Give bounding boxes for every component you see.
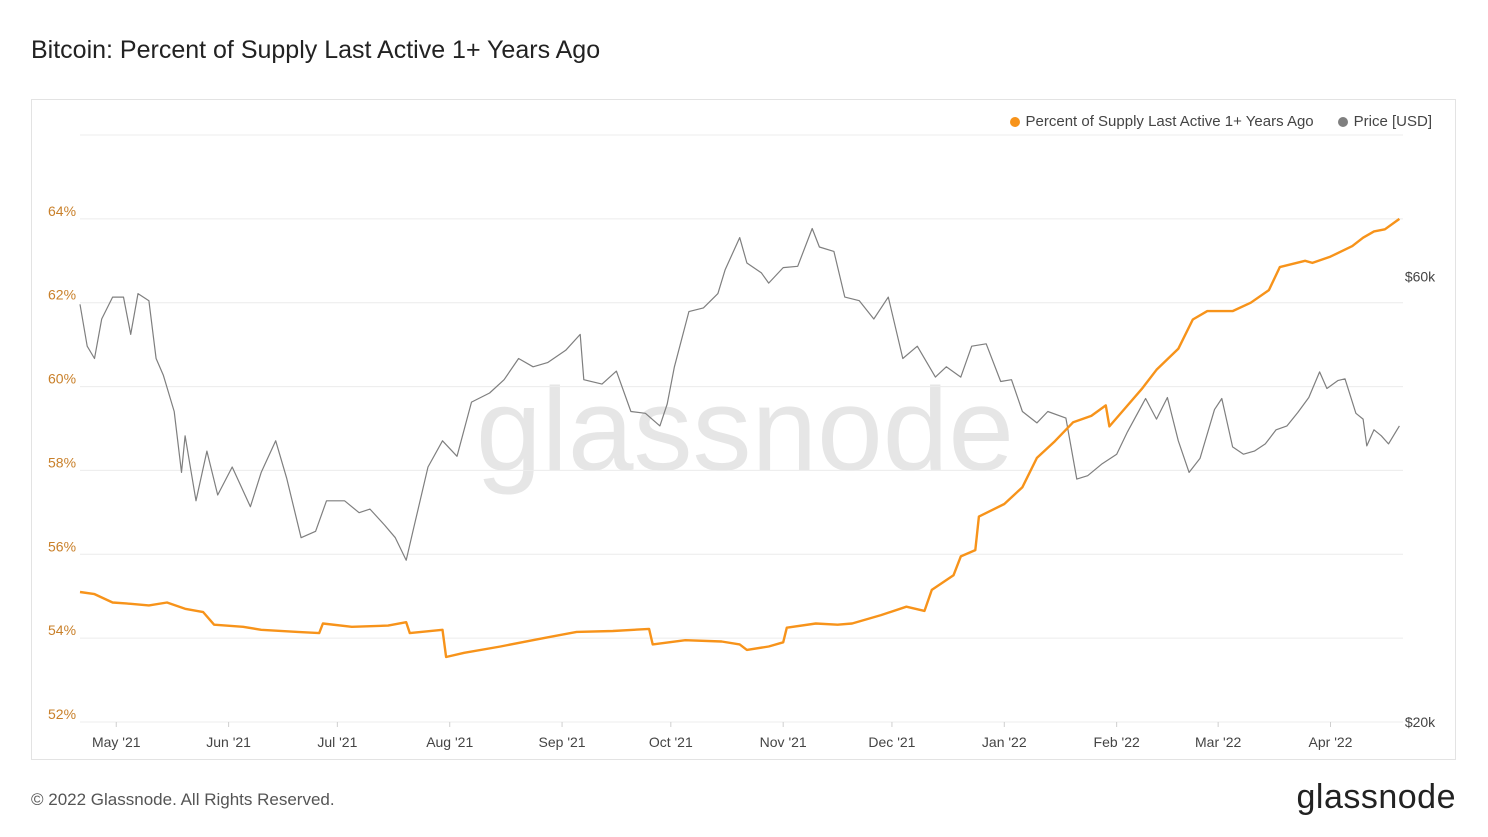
legend-dot-supply [1009, 116, 1020, 127]
y-left-tick-label: 60% [48, 371, 76, 387]
legend-item-supply[interactable]: Percent of Supply Last Active 1+ Years A… [1009, 113, 1314, 130]
y-left-tick-label: 62% [48, 287, 76, 303]
x-tick-label: Mar '22 [1195, 734, 1241, 750]
x-tick-label: Aug '21 [426, 734, 473, 750]
x-tick-label: Jun '21 [206, 734, 251, 750]
y-left-tick-label: 64% [48, 203, 76, 219]
legend-dot-price [1337, 116, 1348, 127]
x-tick-label: Dec '21 [868, 734, 915, 750]
x-tick-label: Jan '22 [982, 734, 1027, 750]
series-line-price [79, 227, 1400, 561]
legend-label-price: Price [USD] [1353, 113, 1432, 130]
y-left-tick-label: 52% [48, 706, 76, 722]
x-tick-label: Apr '22 [1309, 734, 1353, 750]
x-tick-label: Feb '22 [1094, 734, 1140, 750]
x-tick-label: Oct '21 [649, 734, 693, 750]
chart-frame [31, 99, 1456, 760]
y-right-tick-label: $60k [1405, 268, 1436, 284]
y-left-tick-label: 58% [48, 454, 76, 470]
legend-label-supply: Percent of Supply Last Active 1+ Years A… [1025, 113, 1314, 130]
y-right-tick-label: $20k [1405, 714, 1436, 730]
x-tick-label: Sep '21 [539, 734, 586, 750]
page-title: Bitcoin: Percent of Supply Last Active 1… [31, 36, 601, 64]
y-left-tick-label: 54% [48, 622, 76, 638]
copyright-text: © 2022 Glassnode. All Rights Reserved. [31, 790, 335, 809]
legend-item-price[interactable]: Price [USD] [1337, 113, 1432, 130]
glassnode-logo: glassnode [1296, 778, 1456, 816]
series-line-supply [79, 217, 1401, 659]
watermark-text: glassnode [476, 364, 1014, 496]
x-tick-label: Nov '21 [760, 734, 807, 750]
chart-legend: Percent of Supply Last Active 1+ Years A… [1009, 113, 1432, 130]
x-tick-label: Jul '21 [317, 734, 357, 750]
x-tick-label: May '21 [92, 734, 141, 750]
y-left-tick-label: 56% [48, 538, 76, 554]
